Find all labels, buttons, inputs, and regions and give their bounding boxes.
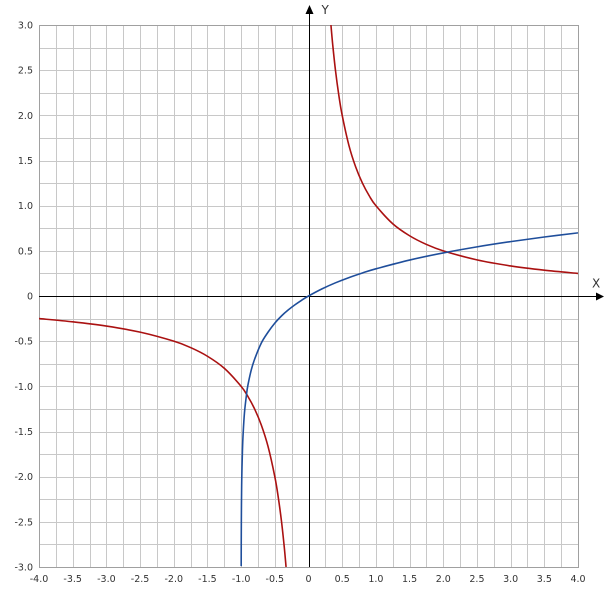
y-axis-arrow-icon	[305, 5, 314, 14]
x-tick-label: 0	[305, 574, 311, 585]
series-1-curve-segment-1	[39, 317, 287, 567]
x-axis-arrow-icon	[596, 292, 604, 301]
x-tick-label: -1.5	[198, 574, 217, 585]
y-tick-label: 0.5	[18, 246, 33, 257]
x-tick-label: 0.5	[335, 574, 350, 585]
x-tick-label: 3.0	[503, 574, 518, 585]
y-tick-label: -1.5	[14, 427, 33, 438]
x-axis-label: X	[592, 277, 600, 291]
y-tick-label: -2.5	[14, 517, 33, 528]
y-axis-label: Y	[321, 3, 330, 17]
x-tick-label: -3.5	[63, 574, 82, 585]
y-tick-label: -3.0	[14, 563, 33, 574]
x-tick-label: -3.0	[97, 574, 116, 585]
x-tick-label: 1.0	[368, 574, 383, 585]
series-2-curve-segment-1	[240, 232, 578, 567]
x-tick-label: -1.0	[232, 574, 251, 585]
y-tick-label: 0	[27, 292, 33, 303]
x-tick-label: -2.0	[164, 574, 183, 585]
tick-labels: -4.0 -3.5 -3.0 -2.5 -2.0 -1.5 -1.0 -0.5 0 0.5 1.0 1…	[14, 21, 585, 586]
y-tick-label: 2.0	[18, 111, 33, 122]
series-group	[39, 25, 578, 567]
x-tick-label: -2.5	[131, 574, 150, 585]
x-tick-label: -0.5	[266, 574, 285, 585]
x-tick-label: 1.5	[402, 574, 417, 585]
y-tick-label: -0.5	[14, 337, 33, 348]
y-tick-label: -1.0	[14, 382, 33, 393]
x-tick-label: 2.0	[436, 574, 451, 585]
y-tick-label: -2.0	[14, 472, 33, 483]
series-1-curve-segment-2	[330, 25, 578, 275]
x-tick-label: 4.0	[570, 574, 585, 585]
x-tick-label: 2.5	[469, 574, 484, 585]
x-tick-label: 3.5	[537, 574, 552, 585]
y-tick-label: 2.5	[18, 66, 33, 77]
axes	[39, 5, 604, 567]
y-tick-label: 1.5	[18, 156, 33, 167]
x-tick-label: -4.0	[30, 574, 49, 585]
y-tick-label: 3.0	[18, 21, 33, 32]
y-tick-label: 1.0	[18, 201, 33, 212]
